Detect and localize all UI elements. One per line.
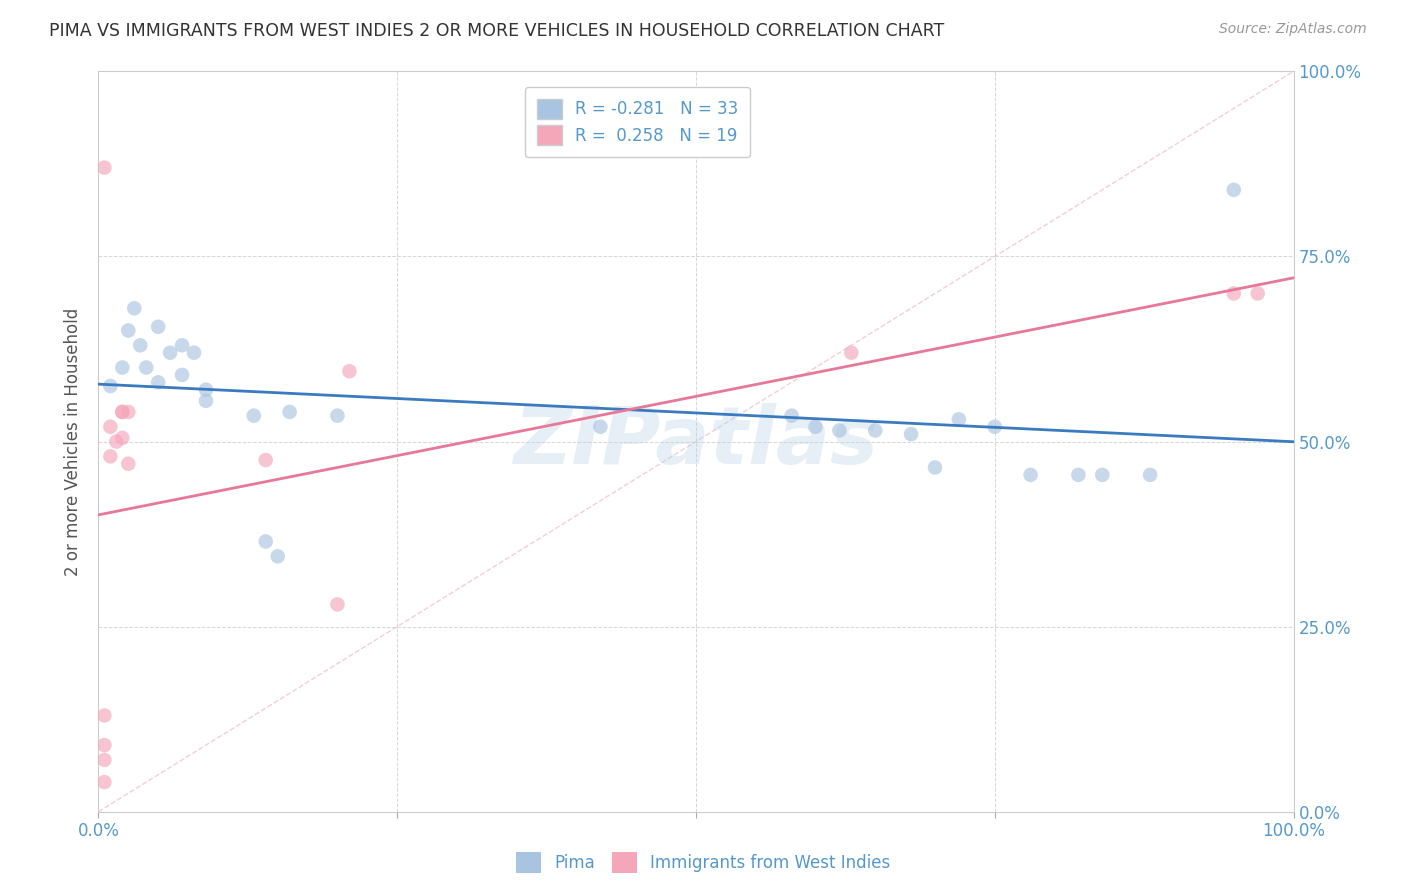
Point <box>948 412 970 426</box>
Point <box>172 338 194 352</box>
Point <box>254 534 277 549</box>
Point <box>841 345 863 359</box>
Point <box>117 457 139 471</box>
Point <box>254 453 277 467</box>
Point <box>1139 467 1161 482</box>
Point <box>278 405 301 419</box>
Point <box>124 301 146 316</box>
Point <box>1019 467 1042 482</box>
Legend: Pima, Immigrants from West Indies: Pima, Immigrants from West Indies <box>509 846 897 880</box>
Point <box>195 393 218 408</box>
Point <box>780 409 803 423</box>
Point <box>117 324 139 338</box>
Point <box>828 424 851 438</box>
Point <box>93 708 115 723</box>
Point <box>1067 467 1090 482</box>
Point <box>98 379 122 393</box>
Point <box>267 549 290 564</box>
Point <box>129 338 152 352</box>
Point <box>98 450 122 464</box>
Legend: R = -0.281   N = 33, R =  0.258   N = 19: R = -0.281 N = 33, R = 0.258 N = 19 <box>524 87 749 157</box>
Text: PIMA VS IMMIGRANTS FROM WEST INDIES 2 OR MORE VEHICLES IN HOUSEHOLD CORRELATION : PIMA VS IMMIGRANTS FROM WEST INDIES 2 OR… <box>49 22 945 40</box>
Point <box>984 419 1007 434</box>
Point <box>924 460 946 475</box>
Point <box>865 424 887 438</box>
Point <box>93 753 115 767</box>
Point <box>589 419 612 434</box>
Point <box>111 431 134 445</box>
Point <box>105 434 128 449</box>
Point <box>1223 286 1246 301</box>
Point <box>93 775 115 789</box>
Point <box>804 419 827 434</box>
Point <box>195 383 218 397</box>
Point <box>243 409 266 423</box>
Point <box>117 405 139 419</box>
Point <box>93 738 115 752</box>
Point <box>1223 183 1246 197</box>
Point <box>326 598 349 612</box>
Point <box>135 360 157 375</box>
Point <box>111 405 134 419</box>
Point <box>183 345 205 359</box>
Text: ZIPatlas: ZIPatlas <box>513 402 879 481</box>
Point <box>900 427 922 442</box>
Point <box>339 364 361 378</box>
Point <box>159 345 181 359</box>
Point <box>148 376 170 390</box>
Text: Source: ZipAtlas.com: Source: ZipAtlas.com <box>1219 22 1367 37</box>
Point <box>93 161 115 175</box>
Point <box>148 319 170 334</box>
Point <box>326 409 349 423</box>
Point <box>172 368 194 382</box>
Point <box>1247 286 1270 301</box>
Point <box>111 405 134 419</box>
Y-axis label: 2 or more Vehicles in Household: 2 or more Vehicles in Household <box>65 308 83 575</box>
Point <box>111 360 134 375</box>
Point <box>1091 467 1114 482</box>
Point <box>98 419 122 434</box>
